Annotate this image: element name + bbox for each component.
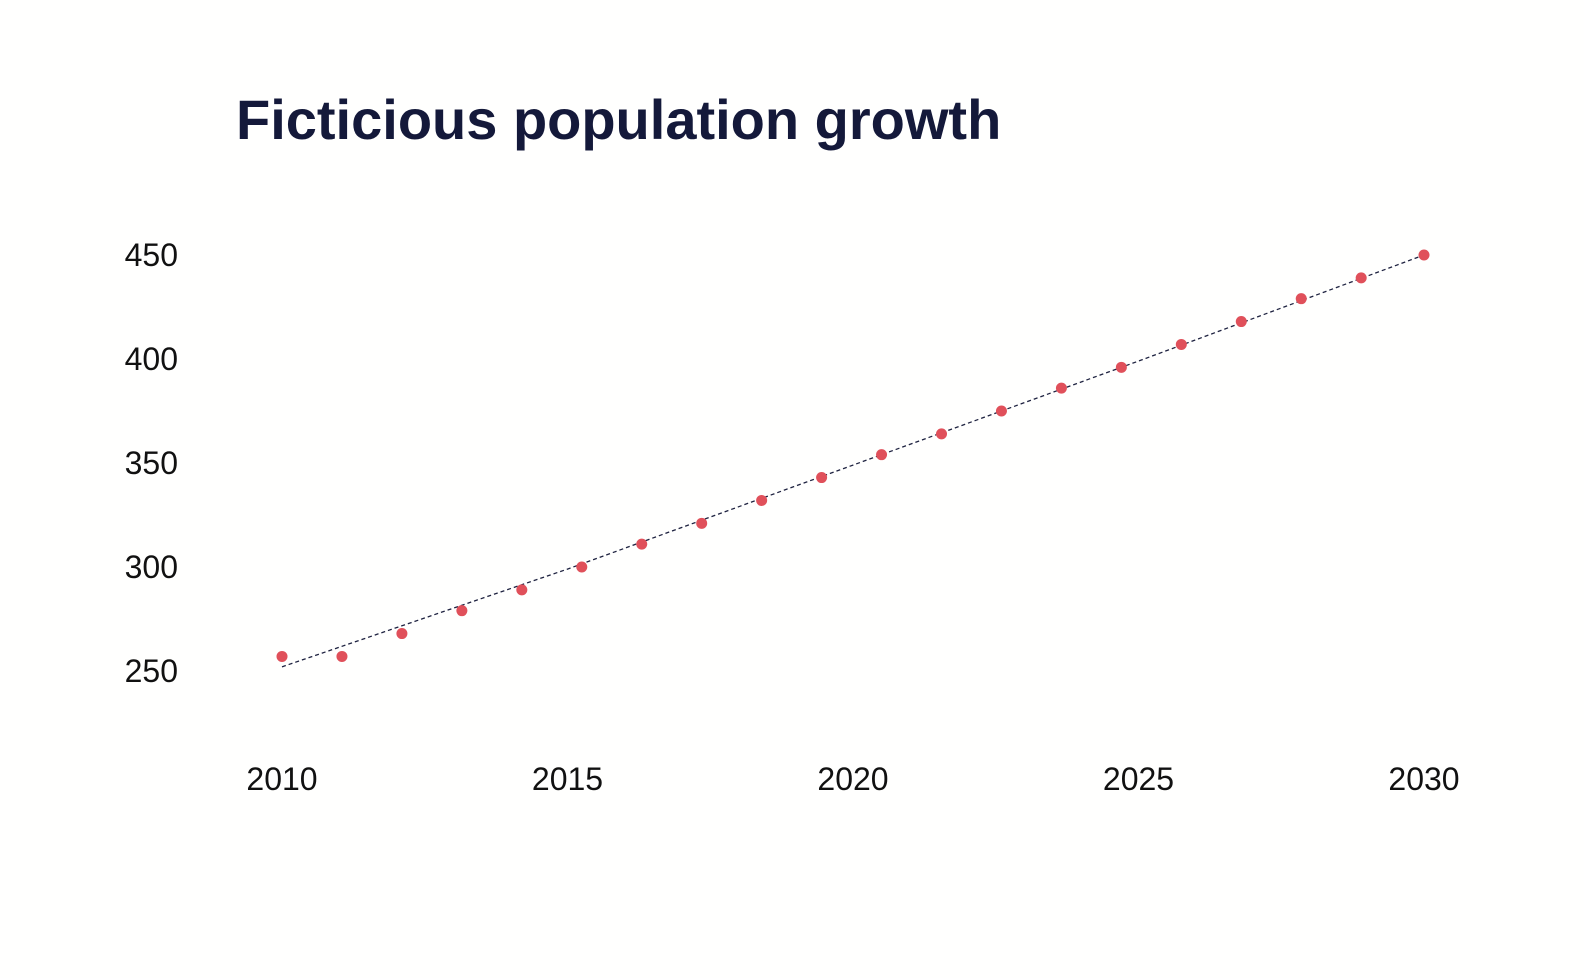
y-tick-label: 300 <box>125 549 178 585</box>
data-point <box>936 428 948 440</box>
data-point <box>876 449 888 461</box>
data-point <box>516 584 528 596</box>
data-point <box>336 650 348 662</box>
y-tick-label: 400 <box>125 341 178 377</box>
data-point <box>756 494 768 506</box>
data-point <box>1235 316 1247 328</box>
data-point <box>696 517 708 529</box>
x-axis: 2010 2015 2020 2025 2030 <box>246 761 1459 797</box>
chart-title: Ficticious population growth <box>236 88 1001 151</box>
data-point <box>1115 361 1127 373</box>
data-point <box>995 405 1007 417</box>
trend-line <box>281 254 1425 668</box>
data-point <box>1175 338 1187 350</box>
x-tick-label: 2030 <box>1388 761 1459 797</box>
data-point <box>1355 272 1367 284</box>
data-point <box>276 650 288 662</box>
x-tick-label: 2010 <box>246 761 317 797</box>
data-point <box>456 605 468 617</box>
data-point <box>1295 293 1307 305</box>
data-points <box>276 249 1430 662</box>
x-tick-label: 2025 <box>1103 761 1174 797</box>
data-point <box>576 561 588 573</box>
data-point <box>1055 382 1067 394</box>
data-point <box>396 628 408 640</box>
x-tick-label: 2015 <box>532 761 603 797</box>
data-point <box>816 472 828 484</box>
y-tick-label: 350 <box>125 445 178 481</box>
data-point <box>1418 249 1430 261</box>
y-axis: 450 400 350 300 250 <box>125 237 178 689</box>
y-tick-label: 250 <box>125 653 178 689</box>
x-tick-label: 2020 <box>817 761 888 797</box>
y-tick-label: 450 <box>125 237 178 273</box>
data-point <box>636 538 648 550</box>
